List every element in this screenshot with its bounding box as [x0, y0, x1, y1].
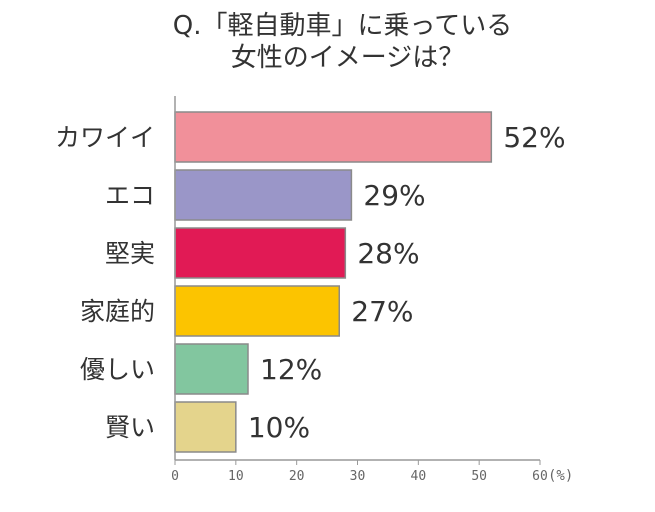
- value-label-4: 27%: [351, 295, 413, 328]
- chart-title: Q.「軽自動車」に乗っている 女性のイメージは？: [0, 10, 655, 74]
- value-label-3: 28%: [357, 237, 419, 270]
- x-tick-label-0: 0: [171, 469, 179, 484]
- bar-4: [174, 285, 340, 337]
- category-label-2: エコ: [105, 181, 155, 210]
- x-tick-label-60: 60: [532, 469, 548, 484]
- x-tick-label-40: 40: [411, 469, 427, 484]
- category-label-5: 優しい: [80, 355, 155, 384]
- x-tick-label-20: 20: [289, 469, 305, 484]
- category-label-4: 家庭的: [80, 297, 155, 326]
- value-label-1: 52%: [503, 121, 565, 154]
- bar-3: [174, 227, 347, 279]
- x-tick-label-10: 10: [228, 469, 244, 484]
- bar-2: [174, 169, 353, 221]
- value-label-5: 12%: [260, 353, 322, 386]
- value-label-6: 10%: [248, 411, 310, 444]
- bar-6: [174, 401, 237, 453]
- category-label-1: カワイイ: [55, 123, 155, 152]
- value-label-2: 29%: [363, 179, 425, 212]
- x-unit-label: (%): [548, 468, 573, 484]
- category-label-3: 堅実: [105, 239, 155, 268]
- bar-5: [174, 343, 249, 395]
- chart-title-line-1: Q.「軽自動車」に乗っている: [172, 11, 513, 41]
- x-tick-label-30: 30: [350, 469, 366, 484]
- x-tick-label-50: 50: [471, 469, 487, 484]
- category-label-6: 賢い: [105, 413, 155, 442]
- bar-1: [174, 111, 493, 163]
- chart-title-line-2: 女性のイメージは？: [230, 43, 465, 73]
